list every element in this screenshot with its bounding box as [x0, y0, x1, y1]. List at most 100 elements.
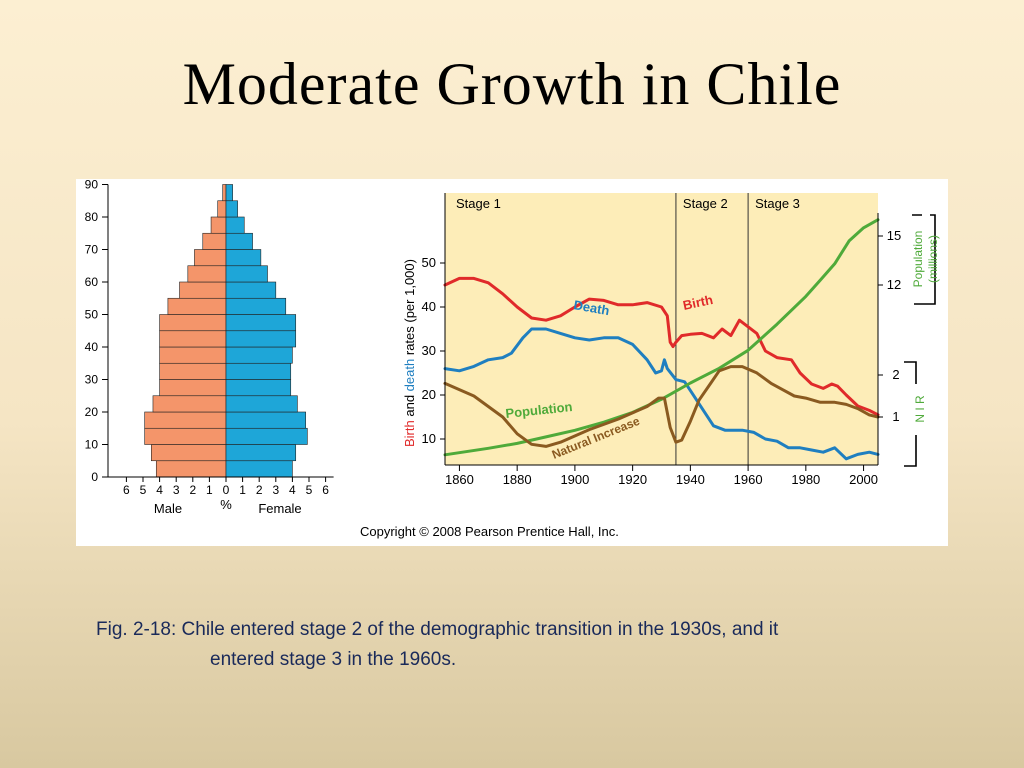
slide-title: Moderate Growth in Chile [182, 51, 842, 117]
pyramid-y-tick-label: 20 [85, 405, 99, 419]
pyramid-y-tick-label: 90 [85, 179, 99, 192]
pyramid-bar-male [210, 216, 227, 234]
line-x-tick-label: 1860 [445, 472, 474, 487]
left-axis-title-birth: Birth [402, 420, 417, 447]
pyramid-y-tick-label: 40 [85, 340, 99, 354]
pyramid-y-tick-label: 0 [91, 470, 98, 484]
stage-label: Stage 1 [456, 196, 501, 211]
nir-axis-title: N I R [913, 395, 927, 423]
pyramid-bar-female [225, 249, 262, 267]
pyramid-x-tick-label: 2 [256, 483, 263, 497]
pyramid-bar-male [167, 297, 227, 315]
line-x-tick-label: 1920 [618, 472, 647, 487]
pyramid-bar-female [225, 427, 308, 445]
line-chart-top-stripe [445, 193, 878, 216]
pyramid-bar-female [225, 362, 292, 380]
line-x-tick-label: 1960 [734, 472, 763, 487]
left-axis-title-rest: rates (per 1,000) [402, 259, 417, 355]
pyramid-x-tick-label: 0 [223, 483, 230, 497]
population-axis-title: Population [911, 231, 925, 288]
nir-axis-bracket [904, 361, 917, 467]
stage-label: Stage 2 [683, 196, 728, 211]
rates-tick-label: 20 [422, 387, 436, 402]
pyramid-percent-label: % [220, 497, 232, 512]
pyramid-bar-female [225, 346, 293, 364]
left-axis-title-and: and [402, 395, 417, 417]
population-axis-bracket [912, 214, 936, 305]
population-tick-label: 12 [887, 277, 901, 292]
line-x-tick-label: 1900 [560, 472, 589, 487]
left-axis-title: Birth and death rates (per 1,000) [402, 259, 417, 447]
pyramid-bar-female [225, 395, 298, 413]
pyramid-bar-female [225, 281, 277, 299]
birth-annotation: Birth [682, 292, 715, 313]
population-annotation: Population [505, 399, 573, 421]
pyramid-y-tick-label: 80 [85, 210, 99, 224]
rates-tick-label: 30 [422, 343, 436, 358]
line-x-tick-label: 1980 [791, 472, 820, 487]
figure-caption: Fig. 2-18: Chile entered stage 2 of the … [96, 615, 976, 675]
pyramid-x-tick-label: 1 [206, 483, 213, 497]
pyramid-female-label: Female [258, 501, 301, 516]
pyramid-y-tick-label: 50 [85, 308, 99, 322]
pyramid-bar-male [159, 346, 227, 364]
pyramid-bar-female [225, 460, 293, 478]
pyramid-y-tick-label: 30 [85, 373, 99, 387]
series-line-death [443, 327, 880, 461]
pyramid-bar-male [222, 184, 227, 202]
pyramid-x-tick-label: 5 [140, 483, 147, 497]
pyramid-bar-female [225, 200, 238, 218]
pyramid-y-tick-label: 10 [85, 438, 99, 452]
pyramid-bar-male [144, 427, 227, 445]
population-tick-label: 15 [887, 228, 901, 243]
pyramid-bar-female [225, 232, 253, 250]
pyramid-bar-female [225, 265, 268, 283]
pyramid-bar-female [225, 330, 297, 348]
pyramid-bar-male [159, 362, 227, 380]
pyramid-bar-female [225, 379, 292, 397]
series-line-natural-increase [443, 365, 880, 448]
copyright-notice: Copyright © 2008 Pearson Prentice Hall, … [360, 524, 619, 539]
demographic-transition-chart: Stage 1 Stage 2 Stage 3 1860 1880 1900 1920 19… [402, 193, 940, 487]
pyramid-bar-female [225, 297, 287, 315]
pyramid-bar-male [202, 232, 227, 250]
line-x-tick-label: 1940 [676, 472, 705, 487]
caption-line-1: Fig. 2-18: Chile entered stage 2 of the … [96, 619, 779, 640]
pyramid-bar-male [187, 265, 227, 283]
pyramid-y-tick-label: 70 [85, 243, 99, 257]
rates-tick-label: 10 [422, 431, 436, 446]
pyramid-x-tick-label: 3 [272, 483, 279, 497]
nir-tick-label: 2 [892, 367, 899, 382]
series-line-birth [443, 276, 880, 417]
rates-tick-label: 40 [422, 299, 436, 314]
left-axis-title-death: death [402, 359, 417, 392]
pyramid-y-tick-label: 60 [85, 275, 99, 289]
pyramid-x-tick-label: 4 [156, 483, 163, 497]
pyramid-bar-male [159, 379, 227, 397]
pyramid-x-tick-label: 2 [189, 483, 196, 497]
stage-label: Stage 3 [755, 196, 800, 211]
pyramid-bar-male [217, 200, 227, 218]
pyramid-x-tick-label: 6 [123, 483, 130, 497]
death-annotation: Death [572, 297, 610, 318]
pyramid-x-tick-label: 4 [289, 483, 296, 497]
pyramid-bar-male [179, 281, 227, 299]
figure-panel: 0 10 20 30 40 50 60 70 80 90 6 5 4 3 2 1 0 1 2 3 4 5 6 Male % … [76, 179, 948, 546]
pyramid-x-tick-label: 3 [173, 483, 180, 497]
pyramid-bar-female [225, 444, 297, 462]
nir-tick-label: 1 [892, 409, 899, 424]
pyramid-x-tick-label: 5 [306, 483, 313, 497]
pyramid-bar-male [155, 460, 227, 478]
line-x-tick-label: 1880 [503, 472, 532, 487]
caption-line-2: entered stage 3 in the 1960s. [210, 649, 457, 670]
pyramid-bar-male [159, 330, 227, 348]
pyramid-bar-male [151, 444, 227, 462]
pyramid-bar-female [225, 216, 245, 234]
pyramid-x-tick-label: 1 [239, 483, 246, 497]
pyramid-bar-male [152, 395, 227, 413]
pyramid-bar-male [159, 314, 227, 332]
population-axis-title-units: (millions) [926, 235, 940, 283]
pyramid-male-label: Male [154, 501, 182, 516]
line-x-tick-label: 2000 [849, 472, 878, 487]
